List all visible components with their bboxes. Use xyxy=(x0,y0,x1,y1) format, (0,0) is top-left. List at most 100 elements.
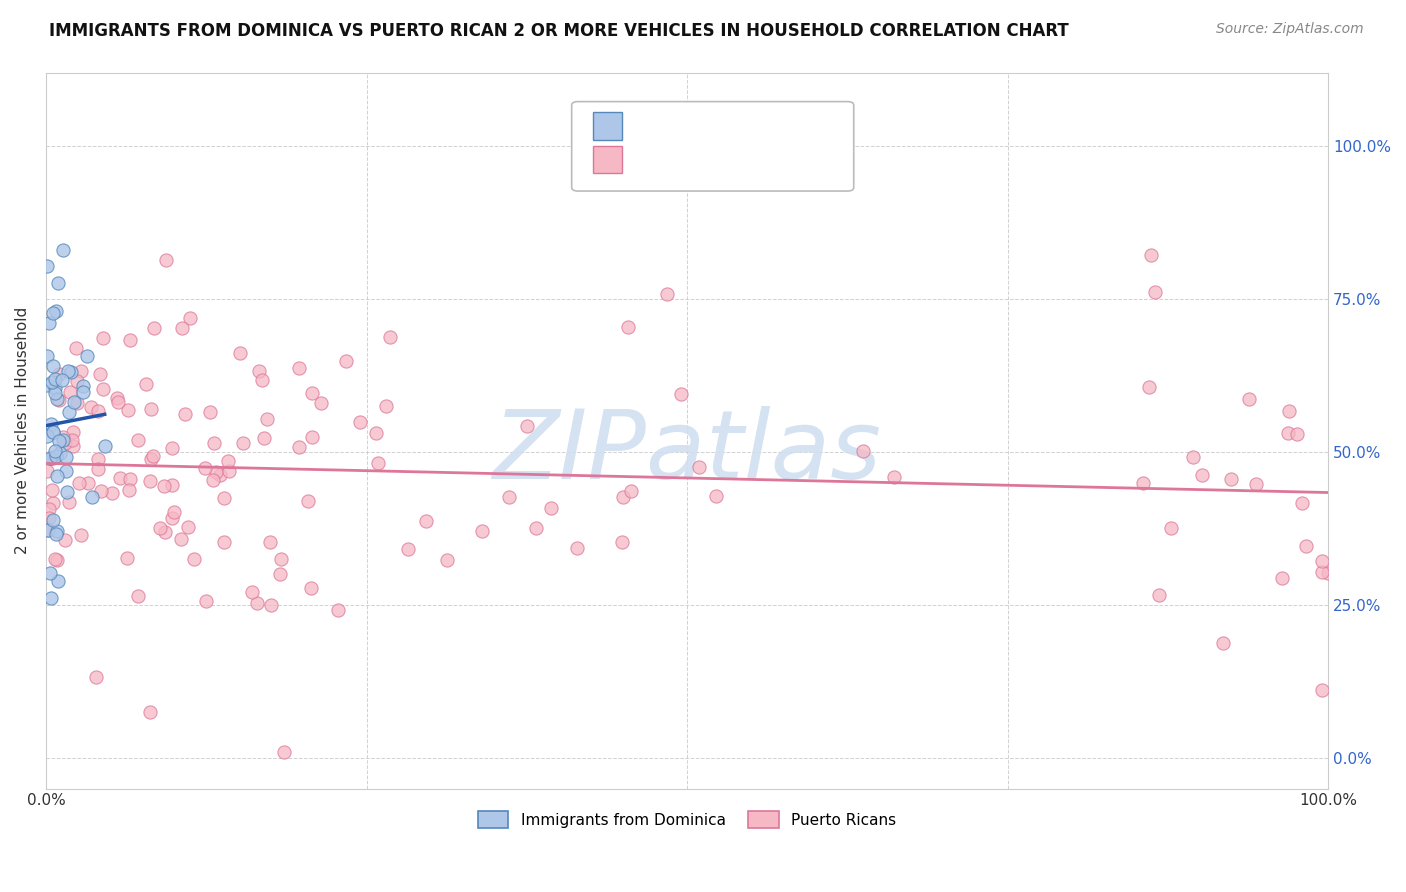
Point xyxy=(209,467,232,482)
Point xyxy=(90,483,112,498)
Point xyxy=(41,359,63,373)
Point xyxy=(516,419,538,434)
Point xyxy=(249,364,271,378)
Text: 146: 146 xyxy=(787,149,824,167)
Point xyxy=(127,589,149,603)
Point xyxy=(45,469,67,483)
Point xyxy=(63,395,86,409)
Point xyxy=(52,433,75,447)
Point xyxy=(60,365,83,379)
Point xyxy=(194,593,217,607)
Point xyxy=(41,375,63,389)
Point xyxy=(45,304,67,318)
Point xyxy=(1147,588,1170,602)
Point xyxy=(48,368,70,382)
Point xyxy=(42,450,65,465)
Point xyxy=(139,452,162,467)
Point xyxy=(37,349,59,363)
Point xyxy=(65,374,87,388)
Point xyxy=(87,462,110,476)
Text: N =: N = xyxy=(742,149,782,167)
Point xyxy=(240,584,263,599)
Point xyxy=(269,566,291,581)
Point xyxy=(1137,380,1160,394)
Point xyxy=(76,349,98,363)
Point xyxy=(1132,475,1154,490)
Point xyxy=(37,464,59,478)
Point xyxy=(1310,683,1333,698)
Point xyxy=(1212,636,1234,650)
Point xyxy=(163,505,186,519)
Point xyxy=(524,521,547,535)
Point xyxy=(37,428,59,442)
Point xyxy=(38,317,60,331)
Point xyxy=(46,574,69,589)
Point xyxy=(1310,554,1333,568)
Point xyxy=(288,440,311,454)
Text: -0.148: -0.148 xyxy=(686,149,751,167)
Point xyxy=(299,582,322,596)
Point xyxy=(77,476,100,491)
Point xyxy=(436,553,458,567)
Point xyxy=(37,523,59,537)
Point xyxy=(218,465,240,479)
Point xyxy=(704,489,727,503)
Point xyxy=(160,442,183,456)
Point xyxy=(1140,248,1163,262)
Point xyxy=(80,401,103,415)
Point xyxy=(610,535,633,549)
Point xyxy=(118,333,141,347)
Point xyxy=(378,329,401,343)
Point xyxy=(37,523,59,537)
Point xyxy=(45,527,67,541)
FancyBboxPatch shape xyxy=(572,102,853,191)
Point xyxy=(38,510,60,524)
Point xyxy=(1291,496,1313,510)
Point xyxy=(471,524,494,539)
Point xyxy=(58,405,80,419)
Point xyxy=(396,541,419,556)
Point xyxy=(66,396,89,410)
Point xyxy=(58,494,80,508)
Point xyxy=(301,430,323,444)
Point xyxy=(93,330,115,344)
Point xyxy=(44,444,66,458)
Point xyxy=(160,477,183,491)
Point xyxy=(46,553,69,567)
Point xyxy=(309,395,332,409)
Point xyxy=(194,461,217,475)
Point xyxy=(58,364,80,378)
Point xyxy=(86,452,108,467)
Point xyxy=(270,552,292,566)
Legend: Immigrants from Dominica, Puerto Ricans: Immigrants from Dominica, Puerto Ricans xyxy=(471,805,903,835)
Point xyxy=(70,363,93,377)
Point xyxy=(617,320,640,334)
Point xyxy=(179,310,201,325)
Point xyxy=(202,473,225,487)
Point xyxy=(56,484,79,499)
Text: 46: 46 xyxy=(787,116,813,134)
Point xyxy=(93,439,115,453)
Point xyxy=(1271,571,1294,585)
Point xyxy=(37,378,59,392)
Point xyxy=(1310,565,1333,579)
Point xyxy=(107,395,129,409)
Point xyxy=(139,401,162,416)
Point xyxy=(86,404,108,418)
Point xyxy=(138,705,160,719)
Point xyxy=(37,259,59,273)
Point xyxy=(60,434,83,448)
Point xyxy=(42,496,65,510)
Y-axis label: 2 or more Vehicles in Household: 2 or more Vehicles in Household xyxy=(15,307,30,554)
Point xyxy=(84,670,107,684)
Point xyxy=(65,341,87,355)
Point xyxy=(69,528,91,542)
Point xyxy=(852,443,875,458)
Point xyxy=(139,474,162,488)
Point xyxy=(1182,450,1205,464)
Point xyxy=(232,436,254,450)
Point xyxy=(142,449,165,463)
Point xyxy=(273,745,295,759)
Text: Source: ZipAtlas.com: Source: ZipAtlas.com xyxy=(1216,22,1364,37)
Point xyxy=(72,379,94,393)
